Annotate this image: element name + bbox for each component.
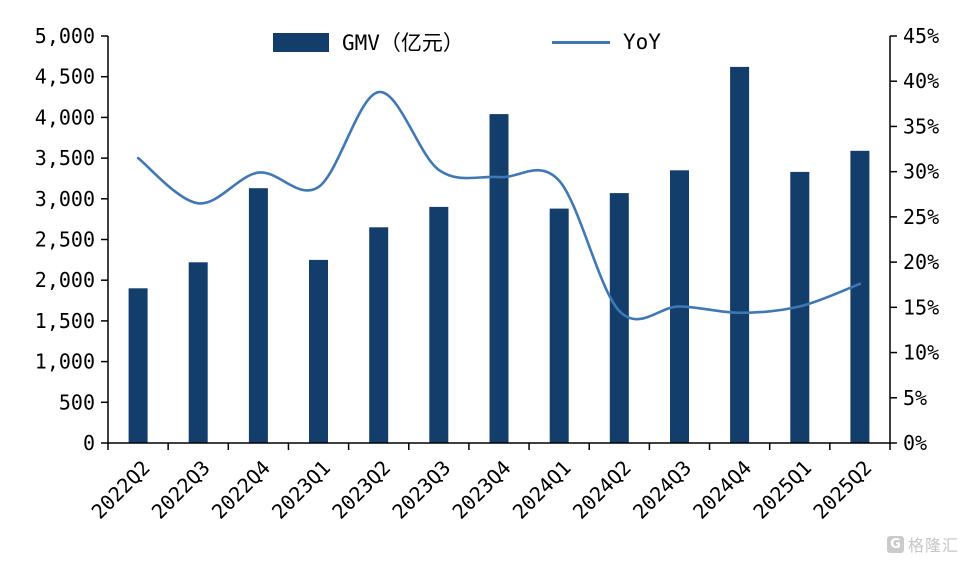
gmv-legend-label: GMV（亿元） (342, 31, 464, 55)
left-axis-tick-label: 0 (83, 431, 95, 455)
x-axis-label: 2022Q2 (87, 456, 155, 524)
watermark: G 格隆汇 (886, 532, 959, 556)
gmv-bar (429, 206, 449, 443)
legend-item-gmv: GMV（亿元） (273, 27, 464, 57)
yoy-line (136, 90, 862, 321)
right-axis-tick-label: 25% (903, 205, 939, 229)
left-axis-tick-label: 1,000 (35, 350, 95, 374)
x-axis-label: 2022Q4 (207, 456, 275, 524)
gmv-bar (609, 193, 629, 443)
right-axis-tick-label: 45% (903, 24, 939, 48)
left-axis-tick-label: 2,000 (35, 268, 95, 292)
x-axis-label: 2023Q2 (327, 456, 395, 524)
gmv-bar (309, 259, 328, 443)
x-axis-label: 2024Q4 (688, 456, 756, 524)
right-axis-tick-label: 15% (903, 295, 939, 319)
gmv-bar (188, 262, 208, 443)
right-axis-tick-label: 10% (903, 341, 939, 365)
right-axis-tick-label: 20% (903, 250, 939, 274)
right-axis-tick-label: 35% (903, 114, 939, 138)
gmv-bar (489, 114, 509, 443)
left-axis-tick-label: 4,000 (35, 105, 95, 129)
x-axis-label: 2024Q3 (628, 456, 696, 524)
left-axis-tick-label: 1,500 (35, 309, 95, 333)
x-axis-label: 2023Q1 (267, 456, 335, 524)
watermark-text: 格隆汇 (907, 536, 959, 555)
gmv-bar (850, 150, 870, 444)
gmv-bar (730, 66, 750, 444)
left-axis-tick-label: 500 (59, 390, 95, 414)
right-axis-tick-label: 40% (903, 69, 939, 93)
left-axis-tick-label: 3,000 (35, 187, 95, 211)
left-axis-tick-label: 2,500 (35, 228, 95, 252)
right-axis-tick-label: 5% (903, 386, 927, 410)
x-axis-label: 2022Q3 (147, 456, 215, 524)
right-axis-tick-label: 0% (903, 431, 927, 455)
gmv-bar (549, 208, 569, 443)
right-axis-tick-label: 30% (903, 160, 939, 184)
left-axis-tick-label: 3,500 (35, 146, 95, 170)
gmv-bar (248, 188, 268, 443)
yoy-legend-label: YoY (622, 30, 661, 54)
gmv-bar (128, 288, 148, 443)
legend: GMV（亿元） YoY (273, 27, 661, 57)
gmv-bar (369, 227, 389, 443)
gmv-bar-swatch-icon (273, 32, 329, 52)
x-axis-label: 2024Q2 (568, 456, 636, 524)
x-axis-label: 2024Q1 (508, 456, 576, 524)
left-axis-tick-label: 4,500 (35, 65, 95, 89)
left-axis-tick-label: 5,000 (35, 24, 95, 48)
legend-item-yoy: YoY (551, 30, 661, 54)
x-axis-label: 2023Q4 (447, 456, 515, 524)
yoy-line-swatch-icon (551, 40, 610, 44)
gelonghui-logo-icon: G (886, 535, 904, 553)
x-axis-label: 2025Q1 (748, 456, 816, 524)
x-axis-label: 2025Q2 (808, 456, 876, 524)
x-axis-label: 2023Q3 (387, 456, 455, 524)
